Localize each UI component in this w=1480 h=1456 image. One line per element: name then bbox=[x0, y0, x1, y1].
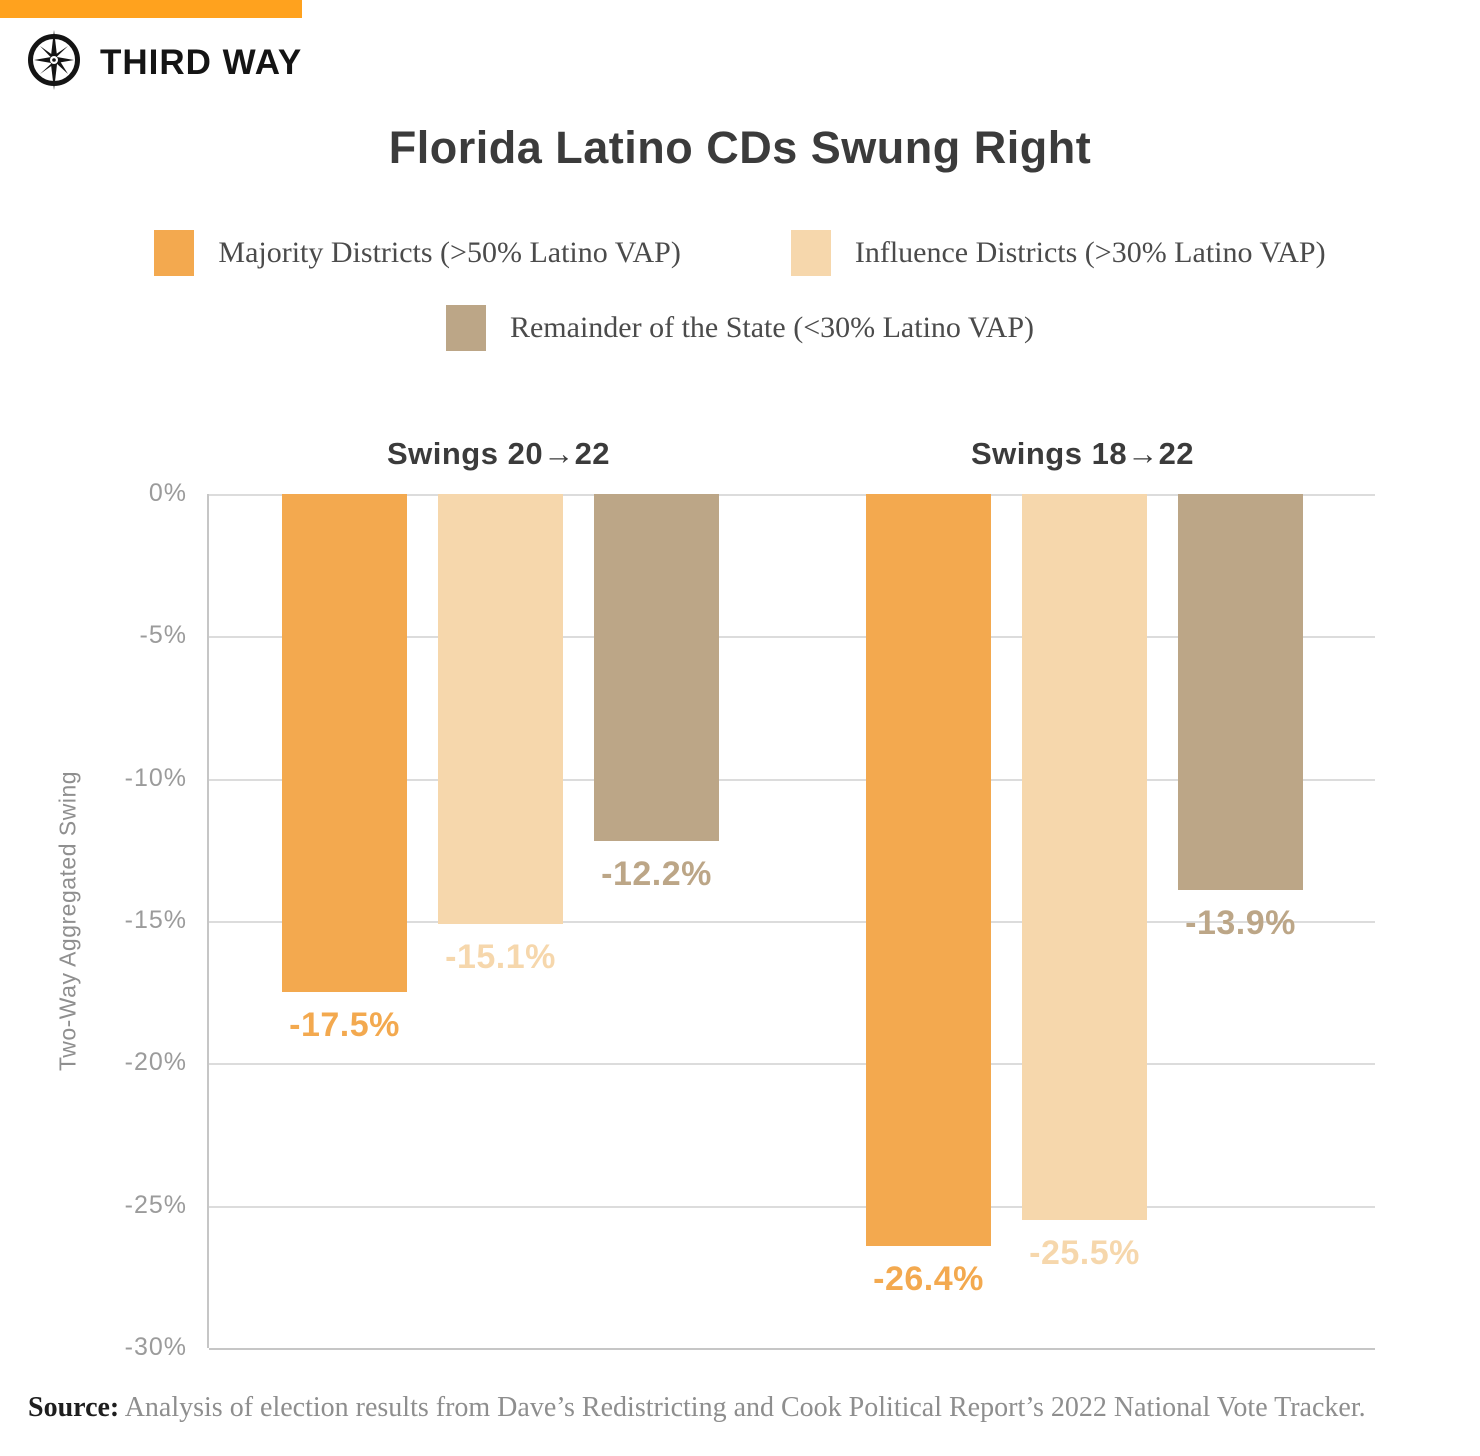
bar-value-label: -15.1% bbox=[445, 937, 556, 976]
legend-row-1: Majority Districts (>50% Latino VAP) Inf… bbox=[0, 230, 1480, 276]
bar-value-label: -13.9% bbox=[1185, 903, 1296, 942]
gridline bbox=[209, 1348, 1375, 1350]
legend-swatch bbox=[154, 230, 195, 276]
y-axis-tick-label: -30% bbox=[124, 1333, 187, 1361]
source-text: Analysis of election results from Dave’s… bbox=[119, 1392, 1366, 1423]
legend-swatch bbox=[790, 230, 831, 276]
gridline bbox=[209, 636, 1375, 639]
y-axis-tick-label: -15% bbox=[124, 906, 187, 934]
y-axis-tick-label: -20% bbox=[124, 1048, 187, 1077]
gridline bbox=[209, 1205, 1375, 1208]
legend-swatch bbox=[445, 305, 486, 351]
bar-value-label: -17.5% bbox=[289, 1006, 400, 1045]
brand-logo: THIRD WAY bbox=[26, 28, 302, 97]
brand-banner bbox=[0, 0, 302, 18]
brand-name: THIRD WAY bbox=[100, 42, 303, 82]
bar-value-label: -12.2% bbox=[601, 855, 712, 894]
y-axis-tick-label: -5% bbox=[139, 621, 187, 650]
bar bbox=[1178, 494, 1303, 890]
gridline bbox=[209, 494, 1375, 496]
gridline bbox=[209, 778, 1375, 781]
plot-area: -17.5% -15.1% -12.2% -26.4% -25.5% -13.9% bbox=[207, 494, 1375, 1350]
legend-row-2: Remainder of the State (<30% Latino VAP) bbox=[0, 305, 1480, 351]
bar bbox=[594, 494, 719, 842]
source-note: Source: Analysis of election results fro… bbox=[28, 1392, 1458, 1424]
legend-label: Majority Districts (>50% Latino VAP) bbox=[218, 236, 681, 269]
compass-logo-icon bbox=[26, 28, 82, 97]
legend-item-remainder: Remainder of the State (<30% Latino VAP) bbox=[445, 305, 1035, 351]
legend-item-influence: Influence Districts (>30% Latino VAP) bbox=[790, 230, 1326, 276]
bar bbox=[1022, 494, 1147, 1220]
bar bbox=[438, 494, 563, 924]
gridline bbox=[209, 921, 1375, 923]
bar bbox=[866, 494, 991, 1246]
legend-label: Remainder of the State (<30% Latino VAP) bbox=[509, 311, 1035, 344]
y-axis-tick-label: -25% bbox=[124, 1190, 187, 1219]
bar bbox=[282, 494, 407, 993]
page-title: Florida Latino CDs Swung Right bbox=[388, 122, 1092, 173]
legend-item-majority: Majority Districts (>50% Latino VAP) bbox=[154, 230, 681, 276]
group-header: Swings 20→22 bbox=[386, 436, 611, 471]
bar-value-label: -25.5% bbox=[1029, 1233, 1140, 1272]
y-axis-tick-label: -10% bbox=[124, 763, 187, 792]
y-axis-tick-label: 0% bbox=[148, 479, 187, 507]
source-label: Source: bbox=[28, 1392, 120, 1423]
legend-label: Influence Districts (>30% Latino VAP) bbox=[854, 236, 1326, 269]
bar-value-label: -26.4% bbox=[873, 1259, 984, 1298]
gridline bbox=[209, 1063, 1375, 1066]
group-header: Swings 18→22 bbox=[970, 436, 1195, 471]
